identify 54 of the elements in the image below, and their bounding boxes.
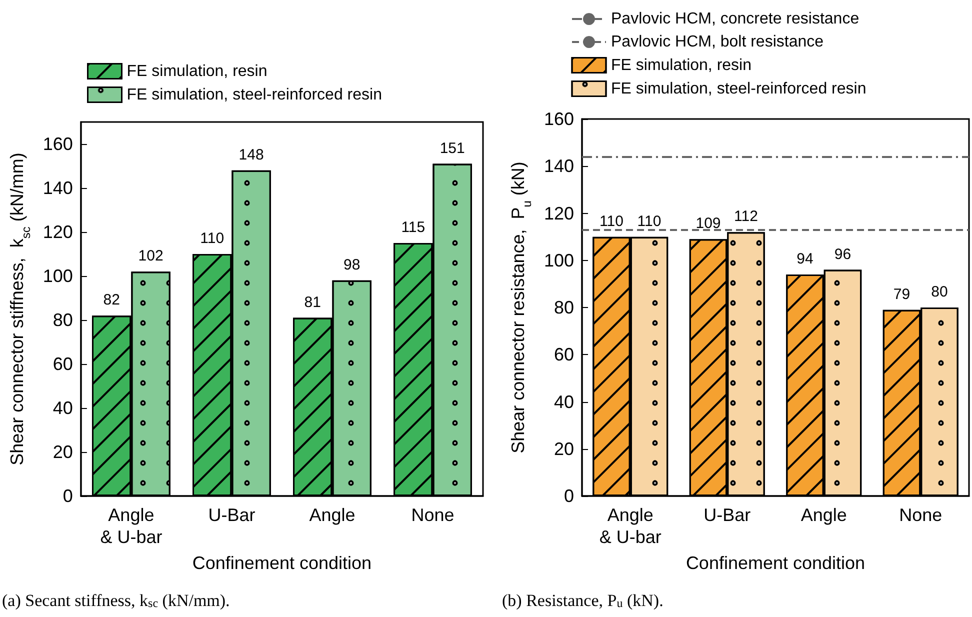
- legend-label: FE simulation, steel-reinforced resin: [611, 80, 866, 98]
- data-label: 82: [103, 292, 120, 309]
- y-tick-label: 20: [52, 442, 73, 462]
- data-label: 94: [796, 250, 814, 268]
- y-tick-label: 80: [554, 298, 574, 318]
- y-tick-label: 120: [544, 203, 574, 224]
- data-label: 110: [600, 212, 624, 230]
- y-tick-label: 140: [544, 156, 574, 176]
- y-tick-label: 0: [564, 486, 574, 506]
- y-tick-label: 80: [52, 310, 73, 330]
- data-label: 110: [200, 230, 224, 247]
- x-tick-label: Angle: [800, 505, 847, 525]
- data-label: 109: [696, 215, 721, 232]
- y-tick-label: 100: [544, 250, 574, 270]
- x-tick-label: Angle: [309, 505, 356, 525]
- y-tick-label: 40: [554, 392, 574, 412]
- y-tick-label: 120: [42, 222, 73, 242]
- data-label: 98: [343, 256, 360, 274]
- y-tick-label: 160: [42, 134, 73, 154]
- x-tick-label: Angle & U-bar: [599, 505, 662, 547]
- data-label: 110: [637, 212, 662, 230]
- text: (b) Resistance, Pu (kN).: [502, 591, 664, 610]
- x-tick-label: U-Bar: [704, 505, 751, 525]
- y-tick-label: 40: [52, 398, 73, 418]
- legend-label: Pavlovic HCM, concrete resistance: [611, 10, 860, 28]
- legend-label: Pavlovic HCM, bolt resistance: [611, 34, 824, 50]
- data-label: 148: [238, 146, 264, 164]
- x-axis-title: Confinement condition: [686, 553, 866, 573]
- x-tick-label: Angle & U-bar: [100, 505, 162, 547]
- data-label: 81: [304, 294, 321, 311]
- data-label: 112: [734, 208, 758, 226]
- x-tick-label: U-Bar: [208, 505, 256, 525]
- y-axis-title: Shear connector resistance, Pu (kN): [508, 162, 534, 454]
- text: (a) Secant stiffness, ksc (kN/mm).: [2, 591, 230, 610]
- y-tick-label: 0: [62, 486, 73, 506]
- x-axis-title: Confinement condition: [192, 553, 372, 573]
- data-label: 115: [401, 219, 426, 236]
- data-label: 79: [893, 286, 910, 303]
- data-label: 80: [931, 284, 948, 300]
- x-tick-label: None: [899, 505, 942, 525]
- y-tick-label: 20: [554, 438, 574, 459]
- y-tick-label: 60: [52, 354, 73, 374]
- data-label: 102: [138, 248, 164, 265]
- legend-label: FE simulation, resin: [126, 62, 268, 80]
- y-tick-label: 140: [42, 178, 73, 198]
- legend-label: FE simulation, resin: [611, 56, 752, 74]
- legend-label: FE simulation, steel-reinforced resin: [126, 86, 382, 104]
- y-tick-label: 100: [42, 266, 73, 286]
- data-label: 96: [834, 246, 852, 263]
- x-tick-label: None: [411, 505, 454, 525]
- data-label: 151: [440, 140, 465, 157]
- y-axis-title: Shear connector stiffness, ksc (kN/mm): [7, 152, 33, 466]
- y-tick-label: 160: [544, 109, 574, 129]
- y-tick-label: 60: [554, 344, 574, 365]
